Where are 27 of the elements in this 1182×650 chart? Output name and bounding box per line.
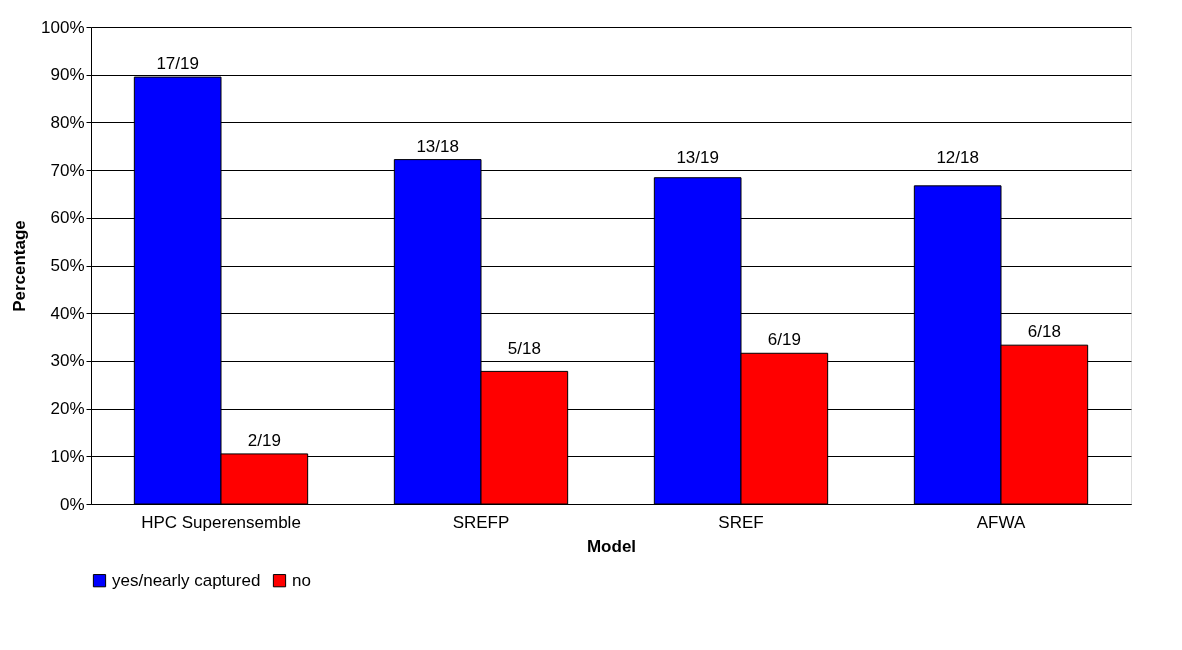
x-axis-title: Model [586, 536, 637, 556]
data-label: 13/18 [416, 136, 459, 156]
x-tick-label: AFWA [976, 512, 1026, 532]
y-tick-label: 0% [59, 494, 85, 514]
y-tick-label: 60% [50, 208, 85, 228]
y-tick-label: 70% [50, 160, 85, 180]
y-tick-label: 40% [50, 303, 85, 323]
data-label: 12/18 [936, 148, 979, 168]
y-tick-label: 20% [50, 399, 85, 419]
legend-label: no [292, 570, 311, 590]
data-label: 17/19 [156, 54, 199, 74]
y-tick-label: 10% [50, 446, 85, 466]
y-tick-label: 100% [41, 17, 85, 37]
data-label: 6/19 [767, 330, 801, 350]
data-label: 6/18 [1027, 322, 1061, 342]
x-tick-label: SREFP [452, 512, 510, 532]
x-tick-label: HPC Superensemble [141, 512, 301, 532]
y-axis-title: Percentage [10, 220, 30, 312]
y-tick-label: 30% [50, 351, 85, 371]
y-tick-label: 80% [50, 112, 85, 132]
data-label: 2/19 [247, 430, 281, 450]
data-label: 13/19 [676, 148, 719, 168]
data-label: 5/18 [507, 338, 541, 358]
y-tick-label: 90% [50, 65, 85, 85]
y-tick-label: 50% [50, 256, 85, 275]
legend-label: yes/nearly captured [112, 570, 261, 590]
x-tick-label: SREF [718, 512, 764, 532]
